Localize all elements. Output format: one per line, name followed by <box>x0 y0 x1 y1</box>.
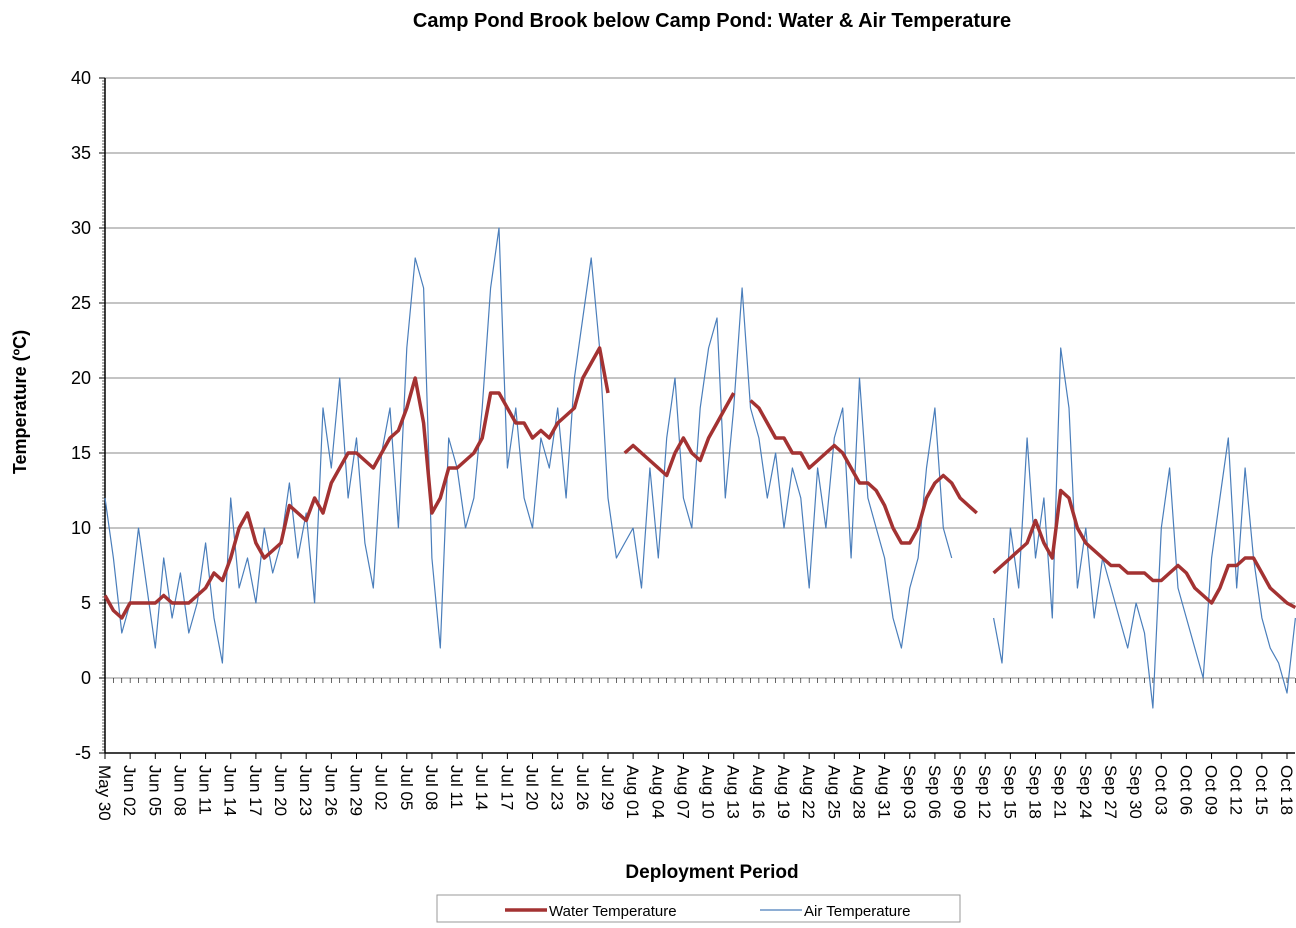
series-line <box>993 347 1296 709</box>
x-tick-label: Jul 26 <box>573 765 592 810</box>
x-tick-label: Jun 05 <box>145 765 164 816</box>
x-tick-label: Jun 26 <box>321 765 340 816</box>
x-tick-label: Sep 06 <box>925 765 944 819</box>
chart-title: Camp Pond Brook below Camp Pond: Water &… <box>413 10 1011 32</box>
y-tick-label: 35 <box>71 143 91 163</box>
x-tick-label: Sep 12 <box>975 765 994 819</box>
x-tick-label: Sep 15 <box>1000 765 1019 819</box>
x-tick-label: Jun 20 <box>271 765 290 816</box>
x-tick-label: Jun 14 <box>221 765 240 816</box>
x-tick-label: Jul 29 <box>598 765 617 810</box>
y-tick-label: 10 <box>71 518 91 538</box>
x-tick-label: Sep 03 <box>900 765 919 819</box>
x-tick-label: Jul 05 <box>397 765 416 810</box>
x-tick-label: Oct 09 <box>1202 765 1221 815</box>
series-line <box>623 392 736 478</box>
y-tick-label: 25 <box>71 293 91 313</box>
x-axis-title: Deployment Period <box>625 862 798 883</box>
x-tick-label: Oct 15 <box>1252 765 1271 815</box>
x-tick-label: Sep 27 <box>1101 765 1120 819</box>
x-tick-label: Jul 20 <box>523 765 542 810</box>
x-tick-label: Aug 04 <box>648 765 667 819</box>
x-tick-label: May 30 <box>95 765 114 821</box>
series-line <box>103 346 610 620</box>
x-tick-label: Aug 28 <box>849 765 868 819</box>
x-tick-label: Oct 03 <box>1151 765 1170 815</box>
y-axis-title: Temperature (ºC) <box>10 330 30 474</box>
series-line <box>104 227 953 664</box>
x-tick-label: Aug 13 <box>724 765 743 819</box>
x-tick-label: Sep 24 <box>1076 765 1095 819</box>
y-tick-label: 0 <box>81 668 91 688</box>
series-line <box>749 399 978 545</box>
y-tick-label: 15 <box>71 443 91 463</box>
legend-label: Air Temperature <box>804 903 910 920</box>
x-tick-label: Jun 29 <box>346 765 365 816</box>
x-tick-label: Aug 22 <box>799 765 818 819</box>
series-line <box>992 488 1296 610</box>
y-tick-label: 5 <box>81 593 91 613</box>
x-tick-label: Aug 25 <box>824 765 843 819</box>
x-tick-label: Jul 02 <box>372 765 391 810</box>
x-tick-label: Oct 06 <box>1176 765 1195 815</box>
x-tick-label: Jun 17 <box>246 765 265 816</box>
x-tick-label: Aug 01 <box>623 765 642 819</box>
x-tick-label: Jun 23 <box>296 765 315 816</box>
x-tick-label: Aug 19 <box>774 765 793 819</box>
y-tick-label: 40 <box>71 68 91 88</box>
x-tick-label: Jun 02 <box>120 765 139 816</box>
x-tick-label: Jul 08 <box>422 765 441 810</box>
x-tick-label: Sep 30 <box>1126 765 1145 819</box>
x-tick-label: Sep 09 <box>950 765 969 819</box>
x-tick-label: Aug 16 <box>749 765 768 819</box>
y-tick-label: 30 <box>71 218 91 238</box>
legend-label: Water Temperature <box>549 903 677 920</box>
x-tick-label: Jul 11 <box>447 765 466 809</box>
x-tick-label: Sep 18 <box>1026 765 1045 819</box>
x-tick-label: Oct 12 <box>1227 765 1246 815</box>
x-tick-label: Aug 07 <box>673 765 692 819</box>
x-tick-label: Jul 23 <box>548 765 567 810</box>
x-tick-label: Jul 17 <box>497 765 516 810</box>
y-tick-label: -5 <box>75 743 91 763</box>
x-tick-label: Aug 10 <box>699 765 718 819</box>
y-tick-label: 20 <box>71 368 91 388</box>
x-tick-label: Oct 18 <box>1277 765 1296 815</box>
x-tick-label: Jul 14 <box>472 765 491 810</box>
x-tick-label: Jun 08 <box>170 765 189 816</box>
x-tick-label: Aug 31 <box>875 765 894 819</box>
x-tick-label: Sep 21 <box>1051 765 1070 819</box>
x-tick-label: Jun 11 <box>196 765 215 815</box>
